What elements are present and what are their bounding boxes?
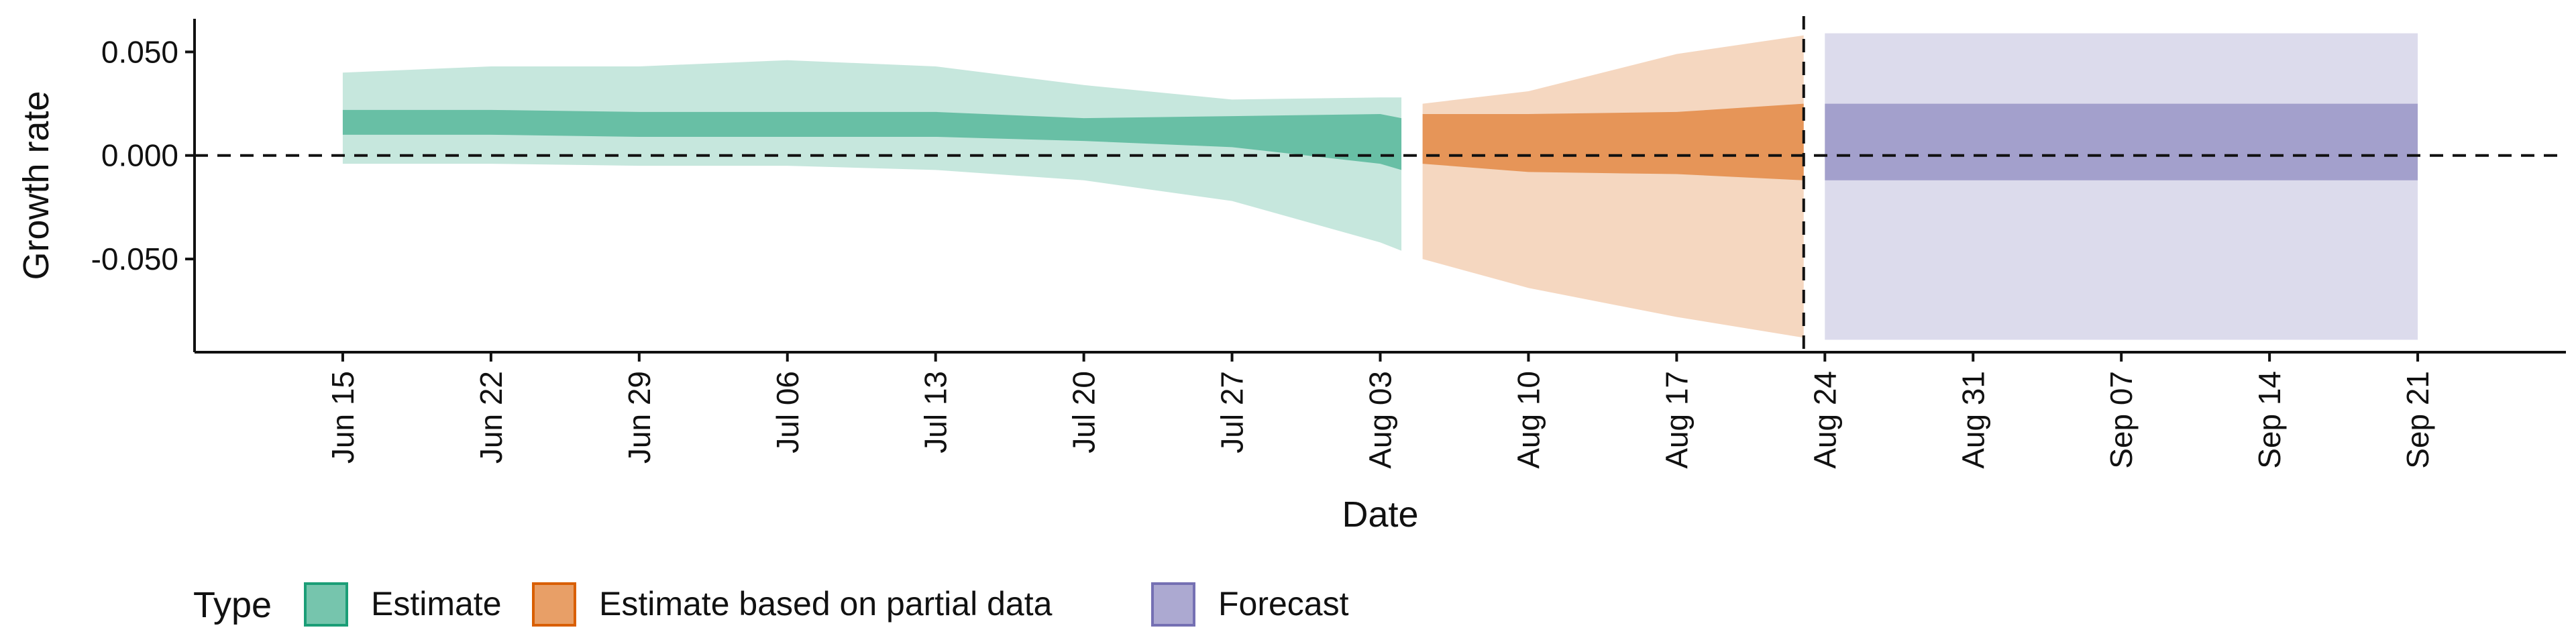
y-axis-title: Growth rate	[16, 91, 56, 280]
legend-label: Estimate	[371, 585, 502, 623]
x-tick-label: Aug 03	[1363, 371, 1398, 469]
x-tick-label: Jul 27	[1215, 371, 1250, 453]
x-tick-label: Jul 20	[1067, 371, 1102, 453]
y-tick-label: 0.050	[101, 34, 178, 69]
x-tick-label: Jun 29	[622, 371, 657, 464]
legend: Type Estimate Estimate based on partial d…	[193, 582, 1349, 627]
x-tick-label: Aug 10	[1511, 371, 1546, 469]
x-tick-label: Aug 24	[1807, 371, 1842, 469]
uncertainty-bands	[342, 33, 2418, 340]
x-tick-label: Aug 17	[1659, 371, 1694, 469]
x-axis-title: Date	[1342, 494, 1418, 535]
y-tick-label: -0.050	[91, 241, 178, 276]
legend-label: Estimate based on partial data	[599, 585, 1053, 623]
x-tick-label: Sep 14	[2252, 371, 2287, 469]
estimate-90-band	[342, 60, 1402, 251]
legend-label: Forecast	[1218, 585, 1349, 623]
estimate-based-on-partial-data-legend-key	[532, 582, 576, 627]
x-tick-label: Jul 06	[770, 371, 805, 453]
forecast-legend-key	[1151, 582, 1195, 627]
x-tick-label: Sep 21	[2400, 371, 2435, 469]
estimate-based-on-partial-data-90-band	[1422, 35, 1804, 338]
estimate-legend-key	[304, 582, 348, 627]
x-tick-label: Jul 13	[918, 371, 953, 453]
legend-title: Type	[193, 585, 272, 625]
x-tick-label: Jun 15	[325, 371, 360, 464]
estimate-50-band	[342, 109, 1402, 170]
x-tick-label: Jun 22	[474, 371, 508, 464]
estimate-based-on-partial-data-50-band	[1422, 103, 1804, 180]
x-tick-label: Sep 07	[2104, 371, 2139, 469]
y-ticks: -0.050 0.000 0.050	[91, 34, 195, 276]
forecast-50-band	[1825, 103, 2418, 180]
x-tick-label: Aug 31	[1955, 371, 1990, 469]
y-tick-label: 0.000	[101, 138, 178, 173]
x-ticks: Jun 15 Jun 22 Jun 29 Jul 06 Jul 13 Jul 20 Jul …	[325, 352, 2435, 469]
forecast-90-band	[1825, 33, 2418, 340]
